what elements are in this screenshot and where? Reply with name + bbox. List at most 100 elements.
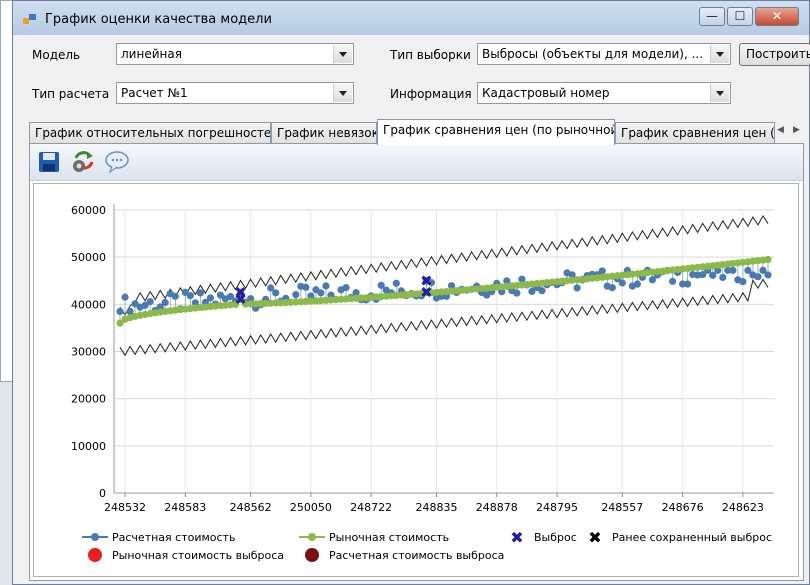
close-button[interactable]: ✕ xyxy=(755,7,799,26)
calculated-point xyxy=(709,271,717,279)
calculated-point xyxy=(538,287,546,295)
calc-type-select[interactable]: Расчет №1 xyxy=(116,82,354,104)
calculated-point xyxy=(116,307,124,316)
x-tick-label: 248722 xyxy=(350,501,392,514)
calculated-point xyxy=(714,266,722,274)
calculated-point xyxy=(392,279,400,287)
x-tick-label: 248532 xyxy=(104,501,146,514)
tab-scroll-left-icon[interactable]: ◀ xyxy=(777,125,784,135)
calculated-point xyxy=(724,266,732,274)
calculated-point xyxy=(216,291,225,299)
market-point xyxy=(231,300,240,309)
calculated-point xyxy=(739,278,747,286)
y-tick-label: 60000 xyxy=(71,204,106,217)
calculated-point xyxy=(342,283,350,292)
chevron-down-icon[interactable] xyxy=(710,84,729,102)
calculated-point xyxy=(186,292,194,300)
chevron-down-icon[interactable] xyxy=(333,84,352,102)
legend-swatch-marker xyxy=(88,548,102,562)
build-button[interactable]: Построить xyxy=(739,43,810,66)
legend-swatch-marker: ✖ xyxy=(510,528,523,547)
title-bar[interactable]: График оценки качества модели — ☐ ✕ xyxy=(13,1,809,35)
outlier-marker: ✖ xyxy=(234,284,247,302)
legend-swatch-marker xyxy=(305,548,319,562)
calculated-point xyxy=(292,291,300,299)
calculated-point xyxy=(126,307,134,316)
main-window: График оценки качества модели — ☐ ✕ Моде… xyxy=(12,0,810,585)
legend-label: Ранее сохраненный выброс xyxy=(612,531,772,544)
calculated-point xyxy=(483,291,491,299)
calculated-point xyxy=(679,280,687,288)
calculated-point xyxy=(759,266,767,274)
save-icon[interactable] xyxy=(36,150,62,174)
y-tick-label: 10000 xyxy=(71,440,106,453)
tab-panel: ✖ ✖ ✖ ✖ 0 10000 20000 30000 40000 50000 60000 2485… xyxy=(29,143,804,581)
calculated-point xyxy=(568,271,576,279)
calculated-point xyxy=(146,298,154,306)
info-select[interactable]: Кадастровый номер xyxy=(477,82,731,104)
market-point xyxy=(116,319,124,327)
legend-swatch-marker xyxy=(91,533,99,541)
y-tick-label: 20000 xyxy=(71,393,106,406)
chart-toolbar xyxy=(30,144,803,181)
calculated-point xyxy=(427,278,436,287)
calculated-point xyxy=(377,281,385,289)
price-comparison-chart: ✖✖ ✖✖ 01000020000300004000050000600002485… xyxy=(71,204,774,562)
legend-label: Выброс xyxy=(534,531,577,544)
calculated-point xyxy=(307,292,315,300)
x-tick-label: 248557 xyxy=(601,501,643,514)
legend-label: Расчетная стоимость выброса xyxy=(329,549,504,562)
calculated-point xyxy=(161,298,169,307)
legend-swatch-marker: ✖ xyxy=(588,528,601,547)
calculated-point xyxy=(121,293,129,301)
outlier-marker: ✖ xyxy=(420,284,433,302)
minimize-button[interactable]: — xyxy=(699,7,725,26)
x-tick-label: 248562 xyxy=(230,501,272,514)
calculated-point xyxy=(719,273,727,282)
calculated-point xyxy=(618,279,626,287)
x-tick-label: 248623 xyxy=(722,501,764,514)
calculated-point xyxy=(156,303,164,311)
tab-relative-errors[interactable]: График относительных погрешностей xyxy=(29,122,271,144)
tab-price-comparison-calculated[interactable]: График сравнения цен (по расчетной) xyxy=(615,122,775,144)
comment-icon[interactable] xyxy=(104,150,130,174)
info-label: Информация xyxy=(390,87,472,101)
y-tick-label: 50000 xyxy=(71,251,106,264)
x-tick-label: 248583 xyxy=(164,501,206,514)
tab-residuals[interactable]: График невязок xyxy=(271,122,377,144)
market-point xyxy=(764,255,772,264)
calculated-point xyxy=(573,284,581,292)
calculated-point xyxy=(498,288,506,296)
calculated-point xyxy=(729,266,737,274)
app-icon xyxy=(23,14,36,24)
calculated-point xyxy=(518,275,526,283)
legend-label: Рыночная стоимость xyxy=(329,531,449,544)
tab-scroll-right-icon[interactable]: ▶ xyxy=(793,125,800,135)
sample-type-value: Выбросы (объекты для модели), ... xyxy=(482,47,704,61)
chevron-down-icon[interactable] xyxy=(710,45,729,63)
sample-type-label: Тип выборки xyxy=(390,48,471,62)
x-tick-label: 248835 xyxy=(415,501,457,514)
market-point xyxy=(252,300,260,308)
market-point xyxy=(236,296,245,304)
y-tick-label: 30000 xyxy=(71,346,106,359)
calc-type-value: Расчет №1 xyxy=(121,86,188,100)
legend-label: Рыночная стоимость выброса xyxy=(112,549,284,562)
lower-bound-line xyxy=(119,278,769,357)
model-select[interactable]: линейная xyxy=(116,43,354,65)
refresh-icon[interactable] xyxy=(70,150,96,174)
chevron-down-icon[interactable] xyxy=(333,45,352,63)
calculated-point xyxy=(633,280,641,288)
market-point xyxy=(247,300,255,308)
maximize-button[interactable]: ☐ xyxy=(727,7,753,26)
sample-type-select[interactable]: Выбросы (объекты для модели), ... xyxy=(477,43,731,65)
calculated-point xyxy=(236,288,245,297)
model-label: Модель xyxy=(32,48,81,62)
calculated-point xyxy=(272,289,280,297)
model-value: линейная xyxy=(121,47,182,61)
calculated-point xyxy=(648,276,657,284)
tab-price-comparison-market[interactable]: График сравнения цен (по рыночной) xyxy=(377,119,615,145)
calculated-point xyxy=(322,282,330,290)
outlier-marker: ✖ xyxy=(234,291,247,309)
calculated-point xyxy=(267,284,275,292)
